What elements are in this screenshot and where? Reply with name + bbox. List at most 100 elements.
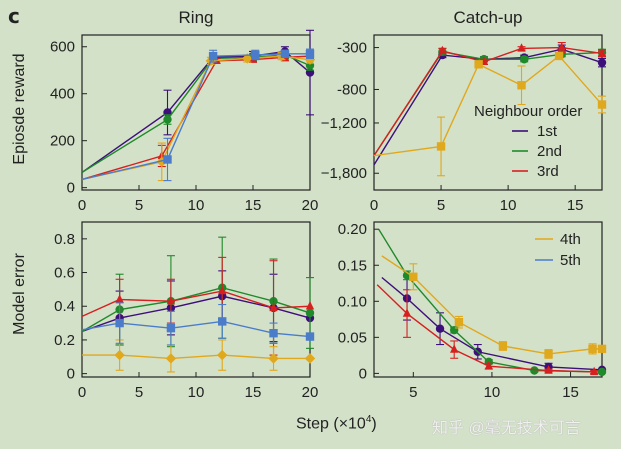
data-point bbox=[436, 142, 446, 151]
series-4th bbox=[381, 255, 607, 359]
data-point bbox=[589, 366, 599, 376]
y-tick-label: 0.15 bbox=[338, 257, 367, 274]
data-point bbox=[208, 51, 218, 61]
data-point bbox=[218, 285, 227, 295]
data-point bbox=[597, 58, 607, 67]
data-point bbox=[305, 308, 315, 318]
data-point bbox=[305, 301, 315, 310]
data-point bbox=[597, 100, 607, 109]
data-point bbox=[597, 367, 607, 377]
y-tick-label: 0.8 bbox=[54, 231, 75, 248]
x-tick-label: 5 bbox=[135, 197, 143, 214]
x-tick-label: 5 bbox=[409, 384, 417, 401]
data-point bbox=[305, 332, 315, 341]
data-point bbox=[597, 48, 607, 57]
x-tick-label: 20 bbox=[302, 197, 319, 214]
data-point bbox=[280, 49, 290, 58]
data-point bbox=[435, 324, 445, 333]
x-tick-label: 5 bbox=[135, 384, 143, 401]
watermark: 知乎 @毫无技术可言 bbox=[432, 420, 581, 437]
data-point bbox=[484, 360, 493, 370]
data-point bbox=[269, 328, 278, 338]
data-point bbox=[449, 325, 459, 335]
ring-title: Ring bbox=[178, 8, 214, 27]
legend-label: 1st bbox=[537, 123, 558, 140]
series-2nd bbox=[81, 236, 315, 349]
data-point bbox=[163, 155, 172, 164]
legend-title: Neighbour order bbox=[474, 103, 582, 120]
data-point bbox=[305, 49, 315, 58]
series-3rd bbox=[373, 41, 607, 157]
data-point bbox=[115, 318, 124, 328]
legend-label: 5th bbox=[560, 252, 581, 269]
data-point bbox=[304, 54, 316, 65]
x-tick-label: 5 bbox=[437, 197, 445, 214]
series-5th bbox=[81, 48, 315, 182]
y-tick-label: 600 bbox=[50, 39, 75, 56]
data-point bbox=[517, 43, 526, 52]
y-tick-label: −1,800 bbox=[321, 165, 367, 182]
series-2nd bbox=[81, 50, 315, 173]
y-tick-label: 0.05 bbox=[338, 329, 367, 346]
x-tick-label: 10 bbox=[188, 197, 205, 214]
data-point bbox=[402, 308, 412, 317]
data-point bbox=[166, 295, 176, 305]
series-5th bbox=[81, 302, 315, 346]
y-tick-label: 0.20 bbox=[338, 221, 367, 238]
axes-frame bbox=[373, 221, 603, 378]
y-tick-label: -800 bbox=[337, 81, 367, 98]
x-tick-label: 15 bbox=[245, 384, 262, 401]
data-point bbox=[251, 50, 260, 60]
data-point bbox=[269, 302, 278, 312]
catchup-reward-plot: 0 5 10 15 -300 -800 −1,200 −1,800 bbox=[321, 34, 607, 214]
x-tick-label: 15 bbox=[245, 197, 262, 214]
data-point bbox=[544, 349, 553, 359]
x-axis-label: Step (×104) bbox=[296, 414, 377, 433]
y-tick-label: 0 bbox=[67, 180, 75, 197]
data-point bbox=[454, 318, 464, 327]
data-point bbox=[409, 272, 418, 281]
panel-label: c bbox=[8, 4, 20, 28]
data-point bbox=[557, 42, 566, 51]
data-point bbox=[166, 323, 176, 333]
x-tick-label: 10 bbox=[484, 384, 501, 401]
series-4th bbox=[373, 51, 607, 177]
y-tick-label: −1,200 bbox=[321, 115, 367, 132]
data-point bbox=[517, 81, 526, 90]
legend-neighbour-order: Neighbour order 1st 2nd 3rd bbox=[474, 103, 582, 180]
series-3rd bbox=[81, 50, 315, 181]
data-point bbox=[438, 45, 447, 55]
x-tick-label: 20 bbox=[302, 384, 319, 401]
y-tick-label: 0 bbox=[359, 365, 367, 382]
catchup-title: Catch-up bbox=[453, 8, 523, 27]
x-tick-label: 10 bbox=[500, 197, 517, 214]
data-point bbox=[304, 353, 316, 364]
x-tick-label: 0 bbox=[370, 197, 378, 214]
data-point bbox=[554, 51, 564, 61]
series-3rd bbox=[376, 284, 599, 376]
data-point bbox=[474, 60, 483, 69]
data-point bbox=[588, 344, 597, 354]
data-point bbox=[114, 349, 125, 361]
legend-label: 2nd bbox=[537, 143, 562, 160]
x-tick-label: 0 bbox=[78, 384, 86, 401]
series-4th bbox=[81, 50, 316, 182]
legend-label: 3rd bbox=[537, 163, 559, 180]
ring-model-error-plot: 0 5 10 15 20 0 0.2 0.4 0.6 0.8 bbox=[54, 221, 319, 401]
y-tick-label: 0.10 bbox=[338, 293, 367, 310]
data-point bbox=[217, 349, 228, 361]
y-tick-label: 0 bbox=[67, 366, 75, 383]
y-tick-label: 400 bbox=[50, 86, 75, 103]
catchup-model-error-plot: 5 10 15 0 0.05 0.10 0.15 0.20 bbox=[338, 221, 607, 401]
x-tick-label: 10 bbox=[188, 384, 205, 401]
x-tick-label: 15 bbox=[567, 197, 584, 214]
y-tick-label: 0.6 bbox=[54, 265, 75, 282]
data-point bbox=[520, 55, 529, 64]
data-point bbox=[115, 294, 124, 303]
data-point bbox=[544, 365, 553, 374]
data-point bbox=[165, 353, 177, 364]
data-point bbox=[449, 344, 459, 353]
